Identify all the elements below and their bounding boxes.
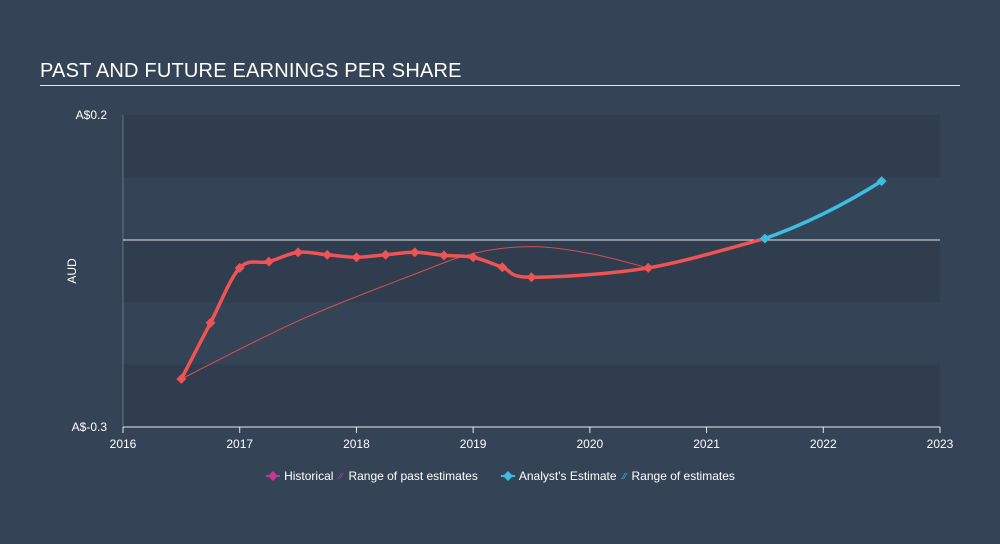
historical-point [176,374,187,384]
historical-point [263,256,274,267]
historical-point [468,252,479,263]
y-tick-bottom: A$-0.3 [72,420,108,434]
y-tick-top: A$0.2 [76,108,108,122]
historical-point [439,250,449,261]
x-tick-label-2020: 2020 [577,437,604,451]
x-tick-label-2023: 2023 [927,437,954,451]
historical-point [351,252,362,263]
x-tick-label-2017: 2017 [226,437,253,451]
range-past-estimates-line [181,246,649,380]
historical-point [322,249,333,260]
historical-point [205,317,216,328]
estimate-point [759,233,770,244]
legend-item-historical[interactable]: Historical [265,469,333,483]
x-tick-label-2022: 2022 [810,437,837,451]
historical-point [526,272,537,283]
historical-point [293,247,304,258]
historical-point [380,249,391,260]
historical-point [643,262,654,273]
background-band-2 [123,239,940,303]
hatch-icon [620,472,628,480]
y-axis-label: AUD [65,258,79,284]
historical-point [497,262,508,273]
title-divider [40,85,960,86]
legend-item-estimate[interactable]: Analyst's Estimate [500,469,617,483]
legend-label-range-estimates: Range of estimates [631,469,735,483]
x-tick-label-2018: 2018 [343,437,370,451]
background-band-0 [123,115,940,178]
chart-title: PAST AND FUTURE EARNINGS PER SHARE [40,60,462,82]
historical-point [234,262,245,273]
legend-label-range-past: Range of past estimates [348,469,478,483]
analyst-estimate-line [764,179,883,241]
historical-point [409,247,420,258]
x-tick-label-2019: 2019 [460,437,487,451]
legend-label-estimate: Analyst's Estimate [518,469,617,483]
legend-item-range-estimates[interactable]: Range of estimates [620,469,735,483]
eps-chart: A$0.2 A$-0.3 AUD 2016 2017 2018 2019 2020 202… [65,108,954,451]
x-tick-label-2021: 2021 [693,437,720,451]
background-band-4 [123,364,940,427]
legend-item-range-past[interactable]: Range of past estimates [337,469,478,483]
x-tick-label-2016: 2016 [110,437,137,451]
estimate-point [876,176,887,187]
diamond-line-icon [500,471,515,481]
hatch-icon [337,472,344,480]
legend: Historical Range of past estimates Analy… [0,469,1000,483]
diamond-line-icon [266,471,281,481]
legend-label-historical: Historical [284,469,334,483]
